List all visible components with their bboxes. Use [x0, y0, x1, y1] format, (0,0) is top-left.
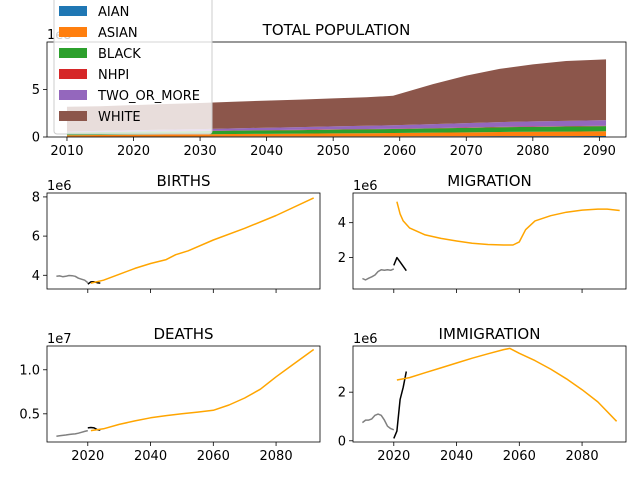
y-tick-label: 2	[338, 251, 346, 266]
axis-offset-label: 1e6	[353, 179, 378, 194]
legend-swatch-nhpi	[59, 69, 87, 79]
projection-line	[90, 348, 315, 432]
recent-line	[393, 371, 408, 439]
y-tick-label: 0.5	[19, 407, 40, 422]
axes-frame	[46, 345, 321, 443]
historical-line	[56, 274, 89, 284]
recent-line	[393, 256, 407, 272]
axis-offset-label: 1e6	[47, 179, 72, 194]
plot-area-deaths	[56, 348, 315, 438]
x-tick-label: 2060	[503, 449, 536, 464]
y-tick-label: 1.0	[19, 363, 40, 378]
plot-area-births	[56, 197, 315, 285]
y-tick-label: 4	[338, 216, 346, 231]
axis-offset-label: 1e6	[353, 332, 378, 347]
y-tick-label: 6	[32, 230, 40, 245]
axes-frame	[46, 192, 321, 290]
x-tick-label: 2040	[440, 449, 473, 464]
legend-swatch-aian	[59, 6, 87, 16]
legend-label-two-or-more: TWO_OR_MORE	[97, 89, 200, 104]
projection-line	[90, 197, 315, 284]
historical-line	[362, 268, 395, 281]
projection-line	[396, 347, 618, 422]
panel-deaths: 2020 2040 2060 2080 0.5 1.0 1e7 DEATHS	[19, 325, 321, 464]
x-tick-label: 2040	[134, 449, 167, 464]
panel-immigration: 2020 2040 2060 2080 0 2 1e6 IMMIGRATION	[338, 325, 627, 464]
panel-title: IMMIGRATION	[439, 325, 541, 343]
x-tick-label: 2040	[250, 144, 283, 159]
plot-area-immigration	[361, 347, 618, 439]
legend-label-white: WHITE	[98, 110, 141, 125]
legend-box	[53, 0, 213, 135]
axes-frame	[352, 345, 627, 443]
legend: AIAN ASIAN BLACK NHPI TWO_OR_MORE WHITE	[53, 0, 213, 135]
axes-frame	[352, 192, 627, 290]
y-tick-label: 4	[32, 269, 40, 284]
x-tick-label: 2090	[583, 144, 616, 159]
historical-line	[361, 413, 395, 431]
legend-label-asian: ASIAN	[98, 26, 138, 41]
x-tick-label: 2050	[317, 144, 350, 159]
x-tick-label: 2080	[566, 449, 599, 464]
area-asian	[66, 131, 607, 137]
y-tick-label: 2	[338, 386, 346, 401]
panel-title: MIGRATION	[447, 172, 532, 190]
x-tick-label: 2070	[450, 144, 483, 159]
x-tick-label: 2060	[383, 144, 416, 159]
historical-line	[56, 429, 88, 438]
x-tick-label: 2020	[71, 449, 104, 464]
x-tick-label: 2020	[377, 449, 410, 464]
y-tick-label: 5	[32, 83, 40, 98]
y-tick-label: 0	[32, 131, 40, 146]
x-tick-label: 2060	[197, 449, 230, 464]
panel-title: BIRTHS	[156, 172, 210, 190]
panel-title: TOTAL POPULATION	[262, 21, 411, 39]
legend-label-black: BLACK	[98, 47, 141, 62]
x-tick-label: 2030	[184, 144, 217, 159]
legend-label-aian: AIAN	[98, 5, 129, 20]
x-tick-label: 2020	[117, 144, 150, 159]
legend-swatch-black	[59, 48, 87, 58]
panel-title: DEATHS	[153, 325, 213, 343]
legend-swatch-asian	[59, 27, 87, 37]
axis-offset-label: 1e7	[47, 332, 72, 347]
legend-label-nhpi: NHPI	[98, 68, 129, 83]
legend-swatch-two-or-more	[59, 90, 87, 100]
y-tick-label: 0	[338, 434, 346, 449]
projection-line	[396, 201, 620, 246]
x-tick-label: 2010	[50, 144, 83, 159]
panel-migration: 2 4 1e6 MIGRATION	[338, 172, 627, 293]
y-tick-label: 8	[32, 190, 40, 205]
plot-area-migration	[362, 201, 620, 281]
x-tick-label: 2080	[260, 449, 293, 464]
panel-births: 4 6 8 1e6 BIRTHS	[32, 172, 321, 293]
x-tick-label: 2080	[516, 144, 549, 159]
legend-swatch-white	[59, 111, 87, 121]
